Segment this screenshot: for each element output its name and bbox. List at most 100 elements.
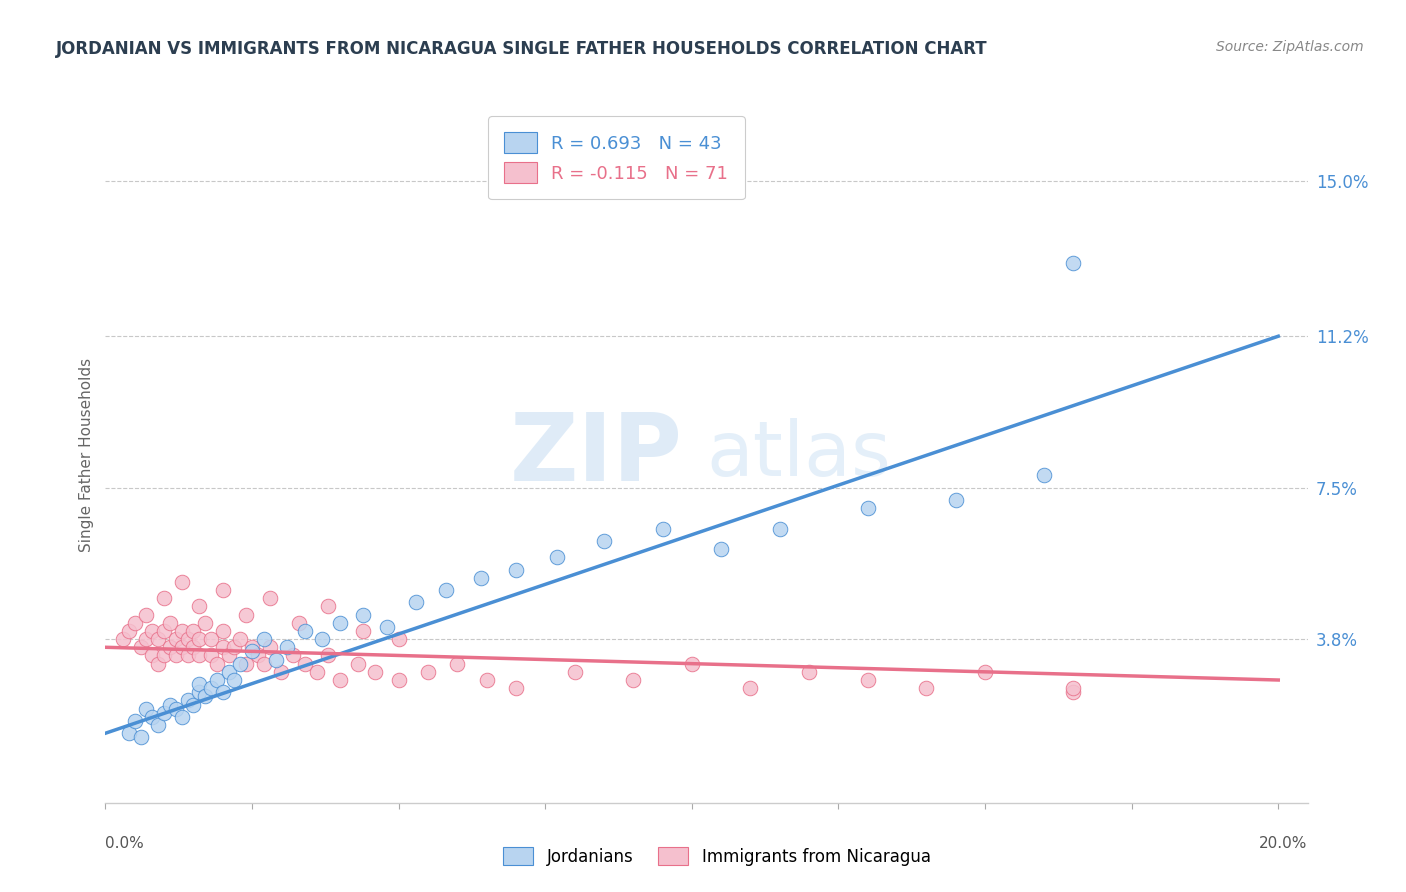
Point	[188, 599, 211, 614]
Point	[170, 624, 193, 638]
Point	[170, 640, 193, 655]
Point	[621, 673, 644, 687]
Point	[1062, 685, 1084, 699]
Point	[200, 681, 222, 696]
Point	[375, 620, 398, 634]
Point	[141, 710, 163, 724]
Point	[1032, 468, 1054, 483]
Point	[253, 632, 276, 646]
Legend: R = 0.693   N = 43, R = -0.115   N = 71: R = 0.693 N = 43, R = -0.115 N = 71	[488, 116, 745, 199]
Point	[475, 673, 498, 687]
Point	[211, 582, 233, 597]
Point	[194, 690, 217, 704]
Point	[416, 665, 439, 679]
Text: ZIP: ZIP	[509, 409, 682, 501]
Point	[564, 665, 586, 679]
Point	[129, 731, 152, 745]
Text: JORDANIAN VS IMMIGRANTS FROM NICARAGUA SINGLE FATHER HOUSEHOLDS CORRELATION CHAR: JORDANIAN VS IMMIGRANTS FROM NICARAGUA S…	[56, 40, 988, 58]
Point	[159, 640, 181, 655]
Point	[235, 657, 257, 671]
Point	[211, 685, 233, 699]
Point	[346, 657, 368, 671]
Point	[148, 718, 170, 732]
Point	[276, 640, 298, 655]
Point	[710, 542, 733, 557]
Point	[211, 624, 233, 638]
Point	[205, 657, 228, 671]
Point	[229, 657, 252, 671]
Point	[651, 522, 673, 536]
Point	[183, 640, 205, 655]
Point	[170, 574, 193, 589]
Point	[388, 632, 411, 646]
Point	[153, 706, 176, 720]
Point	[159, 615, 181, 630]
Point	[148, 632, 170, 646]
Point	[218, 648, 240, 663]
Point	[135, 632, 157, 646]
Point	[470, 571, 492, 585]
Point	[176, 632, 198, 646]
Point	[405, 595, 427, 609]
Point	[311, 632, 333, 646]
Point	[200, 632, 222, 646]
Point	[153, 648, 176, 663]
Point	[148, 657, 170, 671]
Point	[183, 698, 205, 712]
Point	[1062, 681, 1084, 696]
Point	[329, 673, 352, 687]
Point	[856, 673, 879, 687]
Point	[915, 681, 938, 696]
Point	[188, 685, 211, 699]
Point	[945, 492, 967, 507]
Point	[135, 607, 157, 622]
Point	[176, 693, 198, 707]
Point	[165, 632, 187, 646]
Point	[1062, 255, 1084, 269]
Point	[294, 657, 316, 671]
Point	[974, 665, 997, 679]
Point	[353, 624, 375, 638]
Point	[240, 640, 263, 655]
Point	[353, 607, 375, 622]
Point	[446, 657, 468, 671]
Point	[294, 624, 316, 638]
Point	[259, 591, 281, 606]
Point	[259, 640, 281, 655]
Point	[165, 701, 187, 715]
Point	[218, 665, 240, 679]
Point	[118, 726, 141, 740]
Point	[165, 648, 187, 663]
Point	[388, 673, 411, 687]
Point	[141, 624, 163, 638]
Point	[129, 640, 152, 655]
Point	[505, 681, 527, 696]
Point	[434, 582, 457, 597]
Point	[740, 681, 762, 696]
Point	[141, 648, 163, 663]
Point	[316, 648, 339, 663]
Point	[188, 677, 211, 691]
Point	[159, 698, 181, 712]
Point	[183, 624, 205, 638]
Point	[329, 615, 352, 630]
Point	[305, 665, 328, 679]
Point	[194, 615, 217, 630]
Point	[188, 632, 211, 646]
Point	[769, 522, 792, 536]
Point	[264, 652, 287, 666]
Point	[593, 533, 616, 548]
Point	[288, 615, 311, 630]
Text: Source: ZipAtlas.com: Source: ZipAtlas.com	[1216, 40, 1364, 54]
Point	[240, 644, 263, 658]
Point	[124, 615, 146, 630]
Point	[316, 599, 339, 614]
Point	[505, 562, 527, 576]
Point	[205, 673, 228, 687]
Point	[153, 624, 176, 638]
Point	[135, 701, 157, 715]
Point	[253, 657, 276, 671]
Point	[211, 640, 233, 655]
Point	[188, 648, 211, 663]
Point	[270, 665, 292, 679]
